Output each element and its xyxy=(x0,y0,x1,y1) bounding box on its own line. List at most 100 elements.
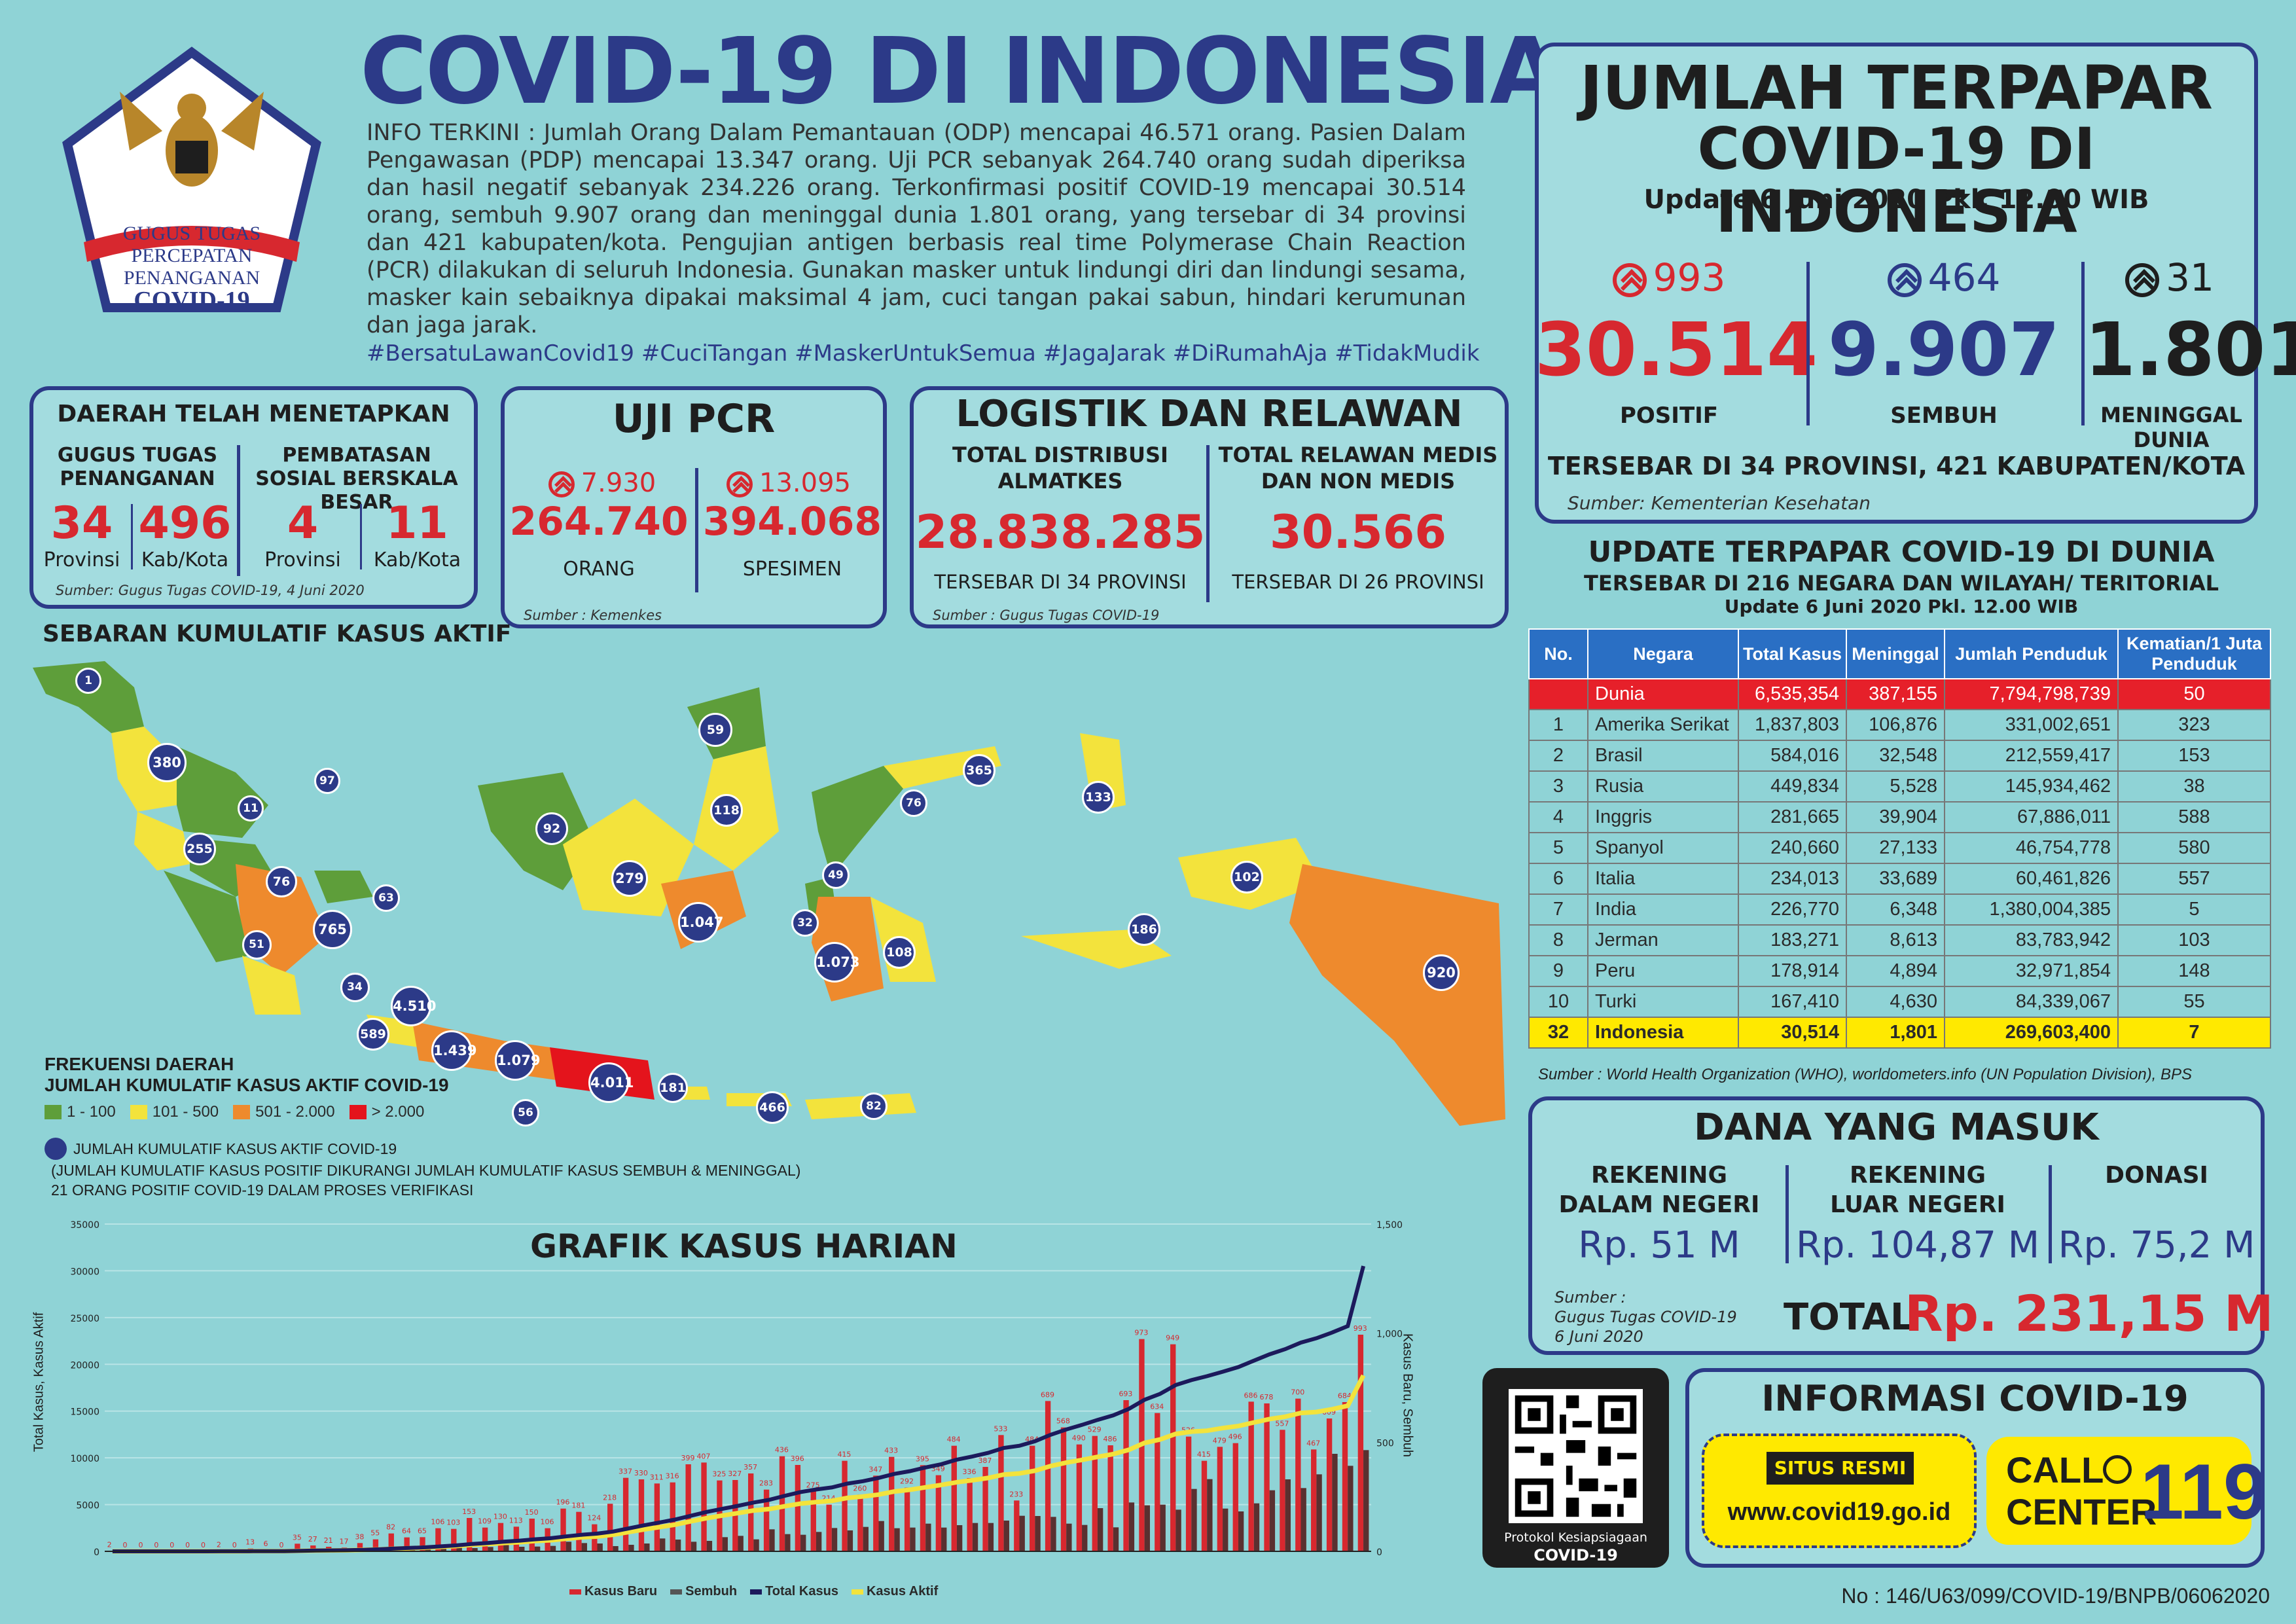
region-riau xyxy=(177,746,268,838)
legend-label: > 2.000 xyxy=(372,1103,425,1121)
phone-icon xyxy=(2103,1455,2132,1484)
divider xyxy=(360,504,362,569)
bar-sembuh xyxy=(1145,1506,1150,1551)
table-cell: Jerman xyxy=(1588,925,1738,956)
table-cell: 588 xyxy=(2118,802,2270,833)
data-label: 2 xyxy=(107,1540,112,1549)
data-label: 2 xyxy=(217,1540,221,1549)
table-cell: 6,348 xyxy=(1846,894,1945,925)
data-label: 325 xyxy=(712,1470,726,1479)
y-tick-label: 15000 xyxy=(70,1407,99,1418)
world-table: No. Negara Total Kasus Meninggal Jumlah … xyxy=(1528,628,2271,1049)
data-label: 693 xyxy=(1119,1390,1132,1398)
bar-kasus-baru xyxy=(1155,1413,1160,1551)
bar-kasus-baru xyxy=(498,1523,503,1551)
table-cell: 8,613 xyxy=(1846,925,1945,956)
data-label: 686 xyxy=(1244,1391,1258,1399)
grafik-kasus-harian: 0500010000150002000025000300003500005001… xyxy=(39,1211,1440,1604)
table-cell: 226,770 xyxy=(1738,894,1846,925)
data-label: 327 xyxy=(728,1470,742,1478)
table-cell: 7 xyxy=(1529,894,1588,925)
case-bubble: 1.079 xyxy=(495,1040,535,1081)
data-label: 0 xyxy=(123,1541,128,1549)
table-cell: 1,801 xyxy=(1846,1017,1945,1048)
data-label: 292 xyxy=(900,1477,914,1486)
data-label: 233 xyxy=(1009,1490,1023,1498)
table-cell: 67,886,011 xyxy=(1945,802,2118,833)
table-cell: 6,535,354 xyxy=(1738,679,1846,710)
data-label: 337 xyxy=(619,1468,632,1476)
y2-tick-label: 0 xyxy=(1376,1547,1382,1558)
bar-sembuh xyxy=(957,1525,962,1551)
arrow-up-icon xyxy=(1888,263,1922,297)
map-note1: JUMLAH KUMULATIF KASUS AKTIF COVID-19 xyxy=(73,1140,397,1158)
bar-kasus-baru xyxy=(623,1478,628,1551)
data-label: 0 xyxy=(201,1541,206,1549)
table-cell: 30,514 xyxy=(1738,1017,1846,1048)
table-cell: 1,837,803 xyxy=(1738,710,1846,740)
logistik-c2-value: 30.566 xyxy=(1211,505,1505,559)
bar-kasus-baru xyxy=(1014,1500,1019,1551)
data-label: 496 xyxy=(1229,1433,1242,1441)
dana-total-value: Rp. 231,15 M xyxy=(1905,1284,2274,1343)
bar-sembuh xyxy=(1066,1524,1071,1551)
call-center-button[interactable]: CALL CENTER 119 xyxy=(1986,1437,2251,1545)
map-title: SEBARAN KUMULATIF KASUS AKTIF xyxy=(43,621,511,647)
data-label: 130 xyxy=(493,1513,507,1521)
data-label: 283 xyxy=(759,1479,773,1488)
bar-sembuh xyxy=(785,1534,790,1551)
dana-total-label: TOTAL xyxy=(1784,1296,1914,1339)
bar-sembuh xyxy=(660,1538,665,1551)
table-cell: 148 xyxy=(2118,956,2270,986)
pcr-spesimen-delta: 13.095 xyxy=(704,468,874,498)
bar-sembuh xyxy=(550,1546,556,1551)
data-label: 38 xyxy=(355,1532,364,1541)
pcr-source: Sumber : Kemenkes xyxy=(524,607,662,623)
data-label: 64 xyxy=(402,1527,411,1536)
data-label: 150 xyxy=(525,1508,539,1517)
qr-card[interactable]: Protokol Kesiapsiagaan COVID-19 xyxy=(1482,1368,1669,1568)
table-cell: Inggris xyxy=(1588,802,1738,833)
bar-kasus-baru xyxy=(826,1505,831,1551)
divider xyxy=(1206,445,1210,602)
case-bubble: 380 xyxy=(147,743,187,782)
logistik-title: LOGISTIK DAN RELAWAN xyxy=(910,393,1509,435)
situs-resmi-label: SITUS RESMI xyxy=(1767,1452,1914,1485)
legend-item: 501 - 2.000 xyxy=(233,1103,334,1121)
table-cell: 5 xyxy=(2118,894,2270,925)
situs-resmi-link[interactable]: SITUS RESMI www.covid19.go.id xyxy=(1702,1434,1977,1548)
table-cell: 50 xyxy=(2118,679,2270,710)
logistik-c2-title: TOTAL RELAWAN MEDIS DAN NON MEDIS xyxy=(1211,442,1505,494)
bar-sembuh xyxy=(598,1543,603,1551)
daerah-v3: 4 xyxy=(249,497,357,549)
th-kematian: Kematian/1 Juta Penduduk xyxy=(2118,629,2270,679)
dana-title: DANA YANG MASUK xyxy=(1528,1106,2265,1149)
bar-sembuh xyxy=(925,1524,931,1551)
table-cell: 39,904 xyxy=(1846,802,1945,833)
th-negara: Negara xyxy=(1588,629,1738,679)
legend-label: Kasus Aktif xyxy=(867,1584,938,1599)
case-bubble: 51 xyxy=(242,930,272,960)
bar-sembuh xyxy=(582,1543,587,1551)
dana-c3-l1: DONASI xyxy=(2052,1162,2261,1189)
region-papua xyxy=(1289,864,1505,1126)
bar-kasus-baru xyxy=(655,1483,660,1551)
data-label: 82 xyxy=(386,1523,395,1532)
bar-sembuh xyxy=(738,1536,744,1551)
bar-sembuh xyxy=(628,1545,634,1551)
data-label: 35 xyxy=(293,1533,302,1542)
case-bubble: 76 xyxy=(900,789,927,817)
dana-c1-value: Rp. 51 M xyxy=(1535,1224,1784,1267)
logistik-c2-sub: TERSEBAR DI 26 PROVINSI xyxy=(1211,571,1505,593)
data-label: 486 xyxy=(1103,1435,1117,1443)
legend-title1: FREKUENSI DAERAH xyxy=(45,1054,234,1075)
data-label: 65 xyxy=(418,1526,427,1535)
swatch xyxy=(852,1589,863,1595)
dana-c2-value: Rp. 104,87 M xyxy=(1788,1224,2047,1267)
data-label: 0 xyxy=(154,1541,158,1549)
data-label: 106 xyxy=(541,1518,554,1526)
table-cell: 240,660 xyxy=(1738,833,1846,863)
situs-url[interactable]: www.covid19.go.id xyxy=(1704,1498,1974,1526)
bar-sembuh xyxy=(941,1528,946,1551)
bar-sembuh xyxy=(879,1521,884,1551)
